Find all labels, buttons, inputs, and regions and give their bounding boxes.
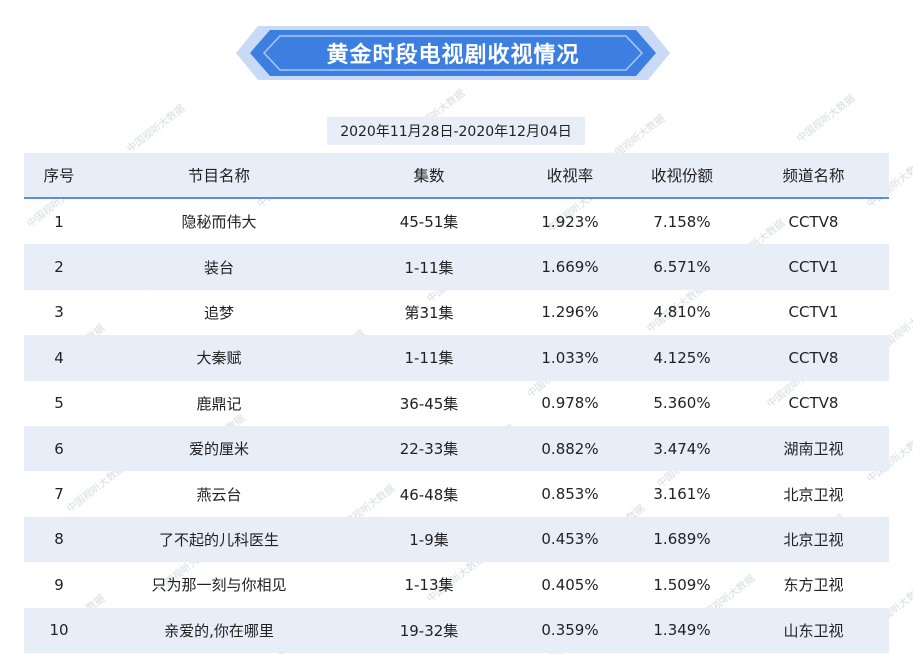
- rank-cell: 5: [54, 394, 64, 413]
- episodes-cell: 22-33集: [399, 440, 459, 459]
- program-cell: 鹿鼎记: [196, 394, 242, 413]
- column-header-episodes: 集数: [413, 167, 445, 185]
- rating-cell: 1.033%: [541, 348, 599, 367]
- column-header-program: 节目名称: [187, 167, 250, 185]
- table-row: 5 鹿鼎记 36-45集 0.978% 5.360% CCTV8: [24, 381, 889, 426]
- rank-cell: 10: [49, 621, 69, 640]
- column-header-channel: 频道名称: [782, 167, 845, 185]
- episodes-cell: 第31集: [404, 303, 454, 322]
- program-cell: 燕云台: [196, 485, 242, 504]
- table-row: 9 只为那一刻与你相见 1-13集 0.405% 1.509% 东方卫视: [24, 562, 889, 607]
- rank-cell: 6: [54, 439, 64, 458]
- page-title: 黄金时段电视剧收视情况: [326, 43, 580, 68]
- title-banner: 黄金时段电视剧收视情况: [236, 22, 670, 84]
- table-row: 2 装台 1-11集 1.669% 6.571% CCTV1: [24, 244, 889, 290]
- column-header-rating: 收视率: [546, 167, 594, 185]
- channel-cell: CCTV1: [788, 303, 839, 322]
- rank-cell: 4: [54, 348, 64, 367]
- table-row: 6 爱的厘米 22-33集 0.882% 3.474% 湖南卫视: [24, 425, 889, 472]
- channel-cell: 山东卫视: [783, 621, 844, 640]
- program-cell: 了不起的儿科医生: [158, 530, 279, 549]
- share-cell: 5.360%: [653, 394, 711, 413]
- channel-cell: CCTV8: [788, 212, 839, 231]
- channel-cell: 北京卫视: [783, 530, 844, 549]
- program-cell: 大秦赋: [196, 349, 242, 368]
- program-cell: 装台: [203, 258, 234, 277]
- rating-cell: 0.853%: [541, 485, 599, 504]
- channel-cell: CCTV8: [788, 394, 839, 413]
- program-cell: 隐秘而伟大: [181, 213, 257, 232]
- rating-cell: 0.453%: [541, 530, 599, 549]
- ratings-table: 序号 节目名称 集数 收视率 收视份额 频道名称 1 隐秘而伟大 45-51集 …: [24, 153, 889, 653]
- rating-cell: 0.405%: [541, 575, 599, 594]
- column-header-rank: 序号: [43, 167, 75, 185]
- table-row: 10 亲爱的,你在哪里 19-32集 0.359% 1.349% 山东卫视: [24, 607, 889, 653]
- column-header-share: 收视份额: [650, 167, 713, 185]
- share-cell: 1.349%: [653, 621, 711, 640]
- table-row: 8 了不起的儿科医生 1-9集 0.453% 1.689% 北京卫视: [24, 516, 889, 563]
- rank-cell: 2: [54, 258, 64, 277]
- share-cell: 6.571%: [653, 258, 711, 277]
- episodes-cell: 45-51集: [399, 213, 459, 232]
- channel-cell: CCTV8: [788, 348, 839, 367]
- episodes-cell: 46-48集: [399, 485, 459, 504]
- share-cell: 3.161%: [653, 485, 711, 504]
- rating-cell: 1.296%: [541, 303, 599, 322]
- episodes-cell: 1-13集: [404, 576, 454, 595]
- share-cell: 1.689%: [653, 530, 711, 549]
- episodes-cell: 1-11集: [404, 349, 454, 368]
- share-cell: 4.810%: [653, 303, 711, 322]
- rank-cell: 7: [54, 485, 64, 504]
- banner-shape: [236, 26, 670, 80]
- rating-cell: 1.923%: [541, 212, 599, 231]
- share-cell: 1.509%: [653, 575, 711, 594]
- channel-cell: 北京卫视: [783, 485, 844, 504]
- rank-cell: 3: [54, 303, 64, 322]
- program-cell: 亲爱的,你在哪里: [164, 621, 274, 640]
- watermark-text: 中国视听大数据: [125, 103, 188, 155]
- rating-cell: 0.978%: [541, 394, 599, 413]
- program-cell: 爱的厘米: [188, 440, 249, 459]
- table-header: 序号 节目名称 集数 收视率 收视份额 频道名称: [24, 153, 889, 199]
- share-cell: 4.125%: [653, 348, 711, 367]
- episodes-cell: 19-32集: [399, 621, 459, 640]
- share-cell: 3.474%: [653, 439, 711, 458]
- table-row: 7 燕云台 46-48集 0.853% 3.161% 北京卫视: [24, 471, 889, 516]
- channel-cell: 东方卫视: [783, 576, 844, 595]
- program-cell: 只为那一刻与你相见: [151, 576, 287, 595]
- program-cell: 追梦: [203, 303, 234, 322]
- channel-cell: 湖南卫视: [783, 440, 844, 459]
- table-row: 4 大秦赋 1-11集 1.033% 4.125% CCTV8: [24, 335, 889, 381]
- rating-cell: 1.669%: [541, 258, 599, 277]
- watermark-text: 中国视听大数据: [795, 93, 858, 145]
- episodes-cell: 1-9集: [409, 530, 449, 549]
- rating-cell: 0.882%: [541, 439, 599, 458]
- rank-cell: 8: [54, 530, 64, 549]
- date-range: 2020年11月28日-2020年12月04日: [327, 117, 585, 145]
- rank-cell: 1: [54, 212, 64, 231]
- episodes-cell: 1-11集: [404, 258, 454, 277]
- rank-cell: 9: [54, 575, 64, 594]
- episodes-cell: 36-45集: [399, 394, 459, 413]
- share-cell: 7.158%: [653, 212, 711, 231]
- table-row: 3 追梦 第31集 1.296% 4.810% CCTV1: [24, 290, 889, 335]
- rating-cell: 0.359%: [541, 621, 599, 640]
- table-row: 1 隐秘而伟大 45-51集 1.923% 7.158% CCTV8: [24, 199, 889, 244]
- channel-cell: CCTV1: [788, 258, 839, 277]
